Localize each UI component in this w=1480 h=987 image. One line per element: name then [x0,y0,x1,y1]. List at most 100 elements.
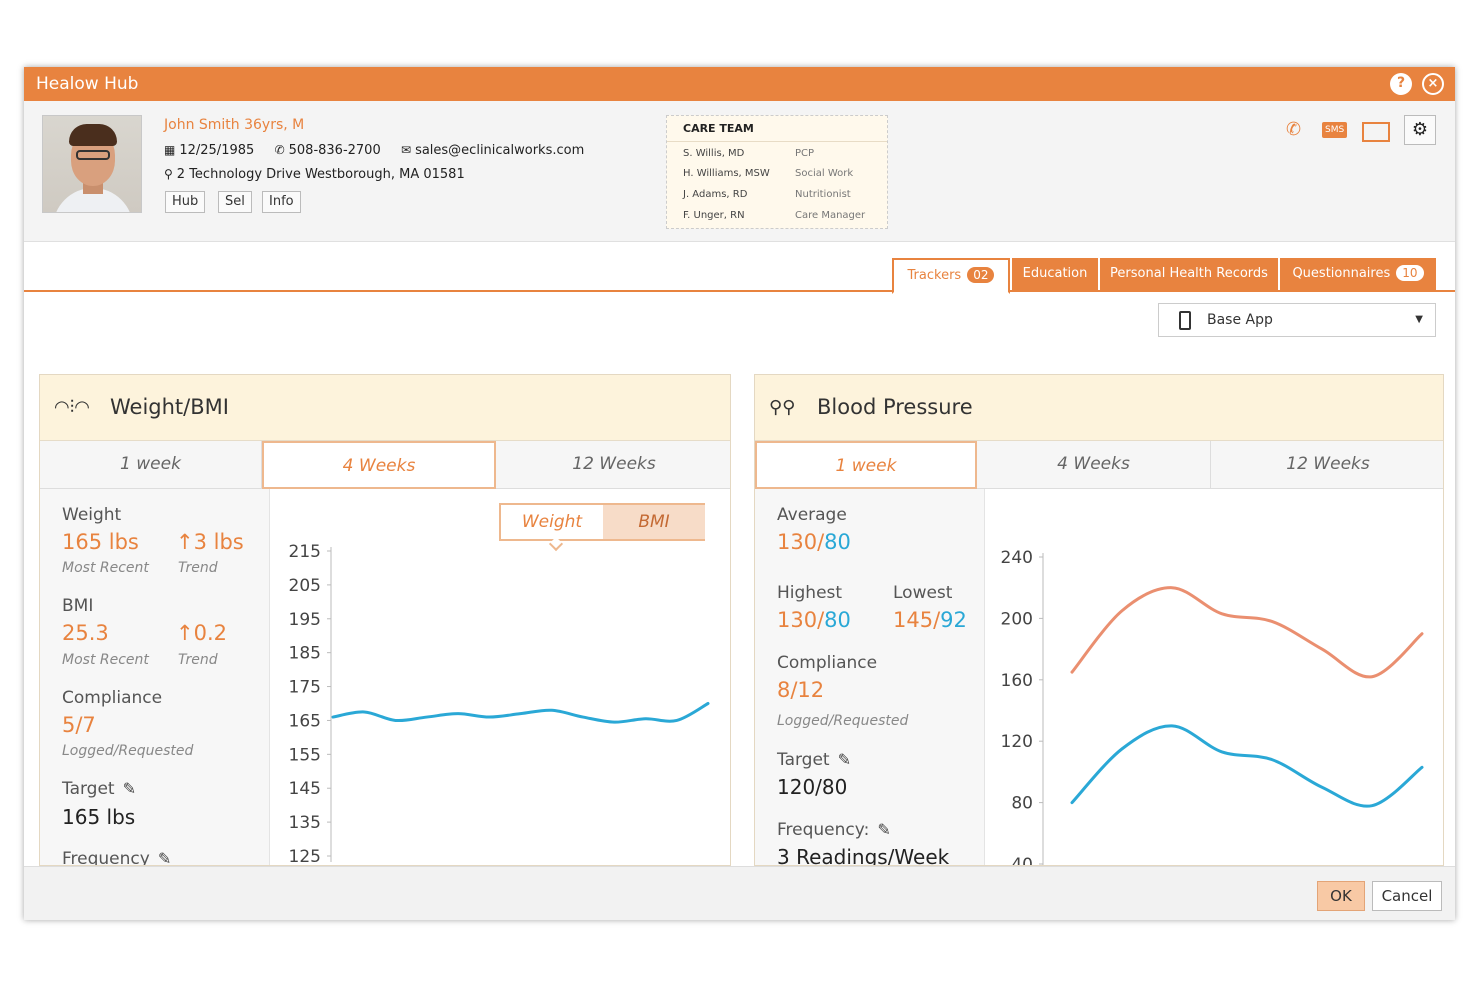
window-title: Healow Hub [36,74,139,94]
trackers-badge: 02 [967,267,995,283]
care-team-member: S. Willis, MD PCP [683,148,815,159]
bp-period-4-weeks[interactable]: 4 Weeks [977,441,1211,489]
sel-button[interactable]: Sel [218,191,252,213]
tab-education[interactable]: Education [1012,258,1098,292]
tab-questionnaires[interactable]: Questionnaires 10 [1280,258,1436,292]
patient-contact-line: ▦ 12/25/1985 ✆ 508-836-2700 ✉ sales@eclinic… [164,143,584,158]
bmi-label: BMI [62,596,94,616]
bp-stats: Average 130/80 Highest 130/80 Lowest 145… [755,489,985,866]
cancel-button[interactable]: Cancel [1372,881,1442,911]
y-tick-label: 125 [289,847,321,866]
close-icon[interactable]: × [1422,73,1444,95]
bp-period-1-week[interactable]: 1 week [755,441,977,489]
weight-compliance-label: Compliance [62,688,163,708]
title-bar: Healow Hub ? × [24,67,1455,101]
gear-icon[interactable]: ⚙ [1404,115,1436,145]
help-icon[interactable]: ? [1390,73,1412,95]
series-line-0 [331,702,710,724]
y-tick-label: 205 [289,576,321,596]
chevron-down-icon: ▼ [1415,314,1423,325]
bp-target-row: Target ✎ [777,750,851,770]
patient-email[interactable]: sales@eclinicalworks.com [415,143,585,158]
bp-compliance-label: Compliance [777,653,878,673]
edit-target-icon[interactable]: ✎ [122,779,136,798]
bp-average-value: 130/80 [777,530,851,554]
tab-trackers[interactable]: Trackers 02 [892,258,1010,294]
tab-personal-health-records[interactable]: Personal Health Records [1100,258,1278,292]
weight-logged-label: Logged/Requested [62,743,194,759]
y-tick-label: 135 [289,813,321,833]
toggle-weight[interactable]: Weight [521,512,583,532]
calendar-icon: ▦ [164,143,176,157]
bp-frequency-row: Frequency: ✎ [777,820,891,840]
email-icon: ✉ [401,143,412,157]
y-tick-label: 200 [1001,609,1033,629]
weight-trend-label: Trend [178,560,218,576]
series-line-1 [1070,724,1424,808]
y-tick-label: 145 [289,779,321,799]
edit-frequency-icon[interactable]: ✎ [877,820,891,839]
bmi-trend-value: ↑0.2 [176,621,227,645]
care-team-title: CARE TEAM [667,116,887,142]
dialog-footer: OK Cancel [24,866,1455,920]
bp-lowest-label: Lowest [893,583,953,603]
care-team-member: H. Williams, MSW Social Work [683,168,854,179]
edit-target-icon[interactable]: ✎ [837,750,851,769]
bp-target-value: 120/80 [777,775,848,799]
weight-bmi-panel: ◠⫶◠ Weight/BMI 1 week 4 Weeks 12 Weeks W… [39,374,731,866]
weight-period-4-weeks[interactable]: 4 Weeks [262,441,496,489]
patient-phone: 508-836-2700 [288,143,381,158]
y-tick-label: 155 [289,745,321,765]
ok-button[interactable]: OK [1317,881,1365,911]
weight-target-value: 165 lbs [62,805,136,829]
weight-period-12-weeks[interactable]: 12 Weeks [572,454,656,474]
weight-stats: Weight 165 lbs ↑3 lbs Most Recent Trend … [40,489,270,866]
patient-name[interactable]: John Smith 36yrs, M [164,117,305,133]
call-icon[interactable]: ✆ [1286,119,1302,140]
bmi-most-recent-label: Most Recent [62,652,149,668]
bp-period-12-weeks[interactable]: 12 Weeks [1286,454,1370,474]
patient-dob: 12/25/1985 [179,143,255,158]
weight-compliance-value: 5/7 [62,713,96,737]
weight-target-row: Target ✎ [62,779,136,799]
weight-value: 165 lbs [62,530,139,554]
bp-average-label: Average [777,505,847,525]
y-tick-label: 40 [1011,855,1033,866]
weight-bmi-title: Weight/BMI [110,395,229,419]
patient-address: 2 Technology Drive Westborough, MA 01581 [176,167,465,182]
screen-share-icon[interactable] [1362,122,1390,142]
stethoscope-icon: ⚲⚲ [769,397,796,418]
blood-pressure-title: Blood Pressure [817,395,973,419]
weight-bmi-toggle: Weight BMI [499,503,705,552]
y-tick-label: 175 [289,678,321,698]
hub-button[interactable]: Hub [165,191,206,213]
y-tick-label: 120 [1001,732,1033,752]
bp-compliance-value: 8/12 [777,678,825,702]
healow-hub-window: Healow Hub ? × John Smith 36yrs, M ▦ 12/2… [24,67,1455,920]
blood-pressure-panel: ⚲⚲ Blood Pressure 1 week 4 Weeks 12 Week… [754,374,1444,866]
weight-chart: 215 205 195 185 175 165 155 145 135 125 [289,542,710,866]
weight-period-1-week[interactable]: 1 week [40,441,262,489]
y-tick-label: 215 [289,542,321,562]
device-select[interactable]: Base App ▼ [1158,303,1436,337]
bp-period-tabs: 1 week 4 Weeks 12 Weeks [755,441,1443,489]
weight-label: Weight [62,505,122,525]
weight-most-recent-label: Most Recent [62,560,149,576]
weight-period-tabs: 1 week 4 Weeks 12 Weeks [40,441,730,489]
weight-trend-value: ↑3 lbs [176,530,244,554]
hub-tab-bar: Trackers 02 Education Personal Health Rec… [24,256,1455,294]
y-tick-label: 185 [289,644,321,664]
toggle-bmi[interactable]: BMI [603,505,705,539]
y-tick-label: 160 [1001,671,1033,691]
series-line-0 [1070,586,1424,679]
care-team-member: F. Unger, RN Care Manager [683,210,866,221]
bp-lowest-value: 145/92 [893,608,967,632]
sms-icon[interactable]: SMS [1322,122,1348,138]
bmi-trend-label: Trend [178,652,218,668]
patient-address-line: ⚲ 2 Technology Drive Westborough, MA 0158… [164,167,465,182]
care-team-member: J. Adams, RD Nutritionist [683,189,851,200]
care-team-card: CARE TEAM S. Willis, MD PCP H. Williams, … [666,115,888,229]
bp-frequency-value: 3 Readings/Week [777,845,950,866]
edit-frequency-icon[interactable]: ✎ [157,849,172,866]
info-button[interactable]: Info [262,191,301,213]
